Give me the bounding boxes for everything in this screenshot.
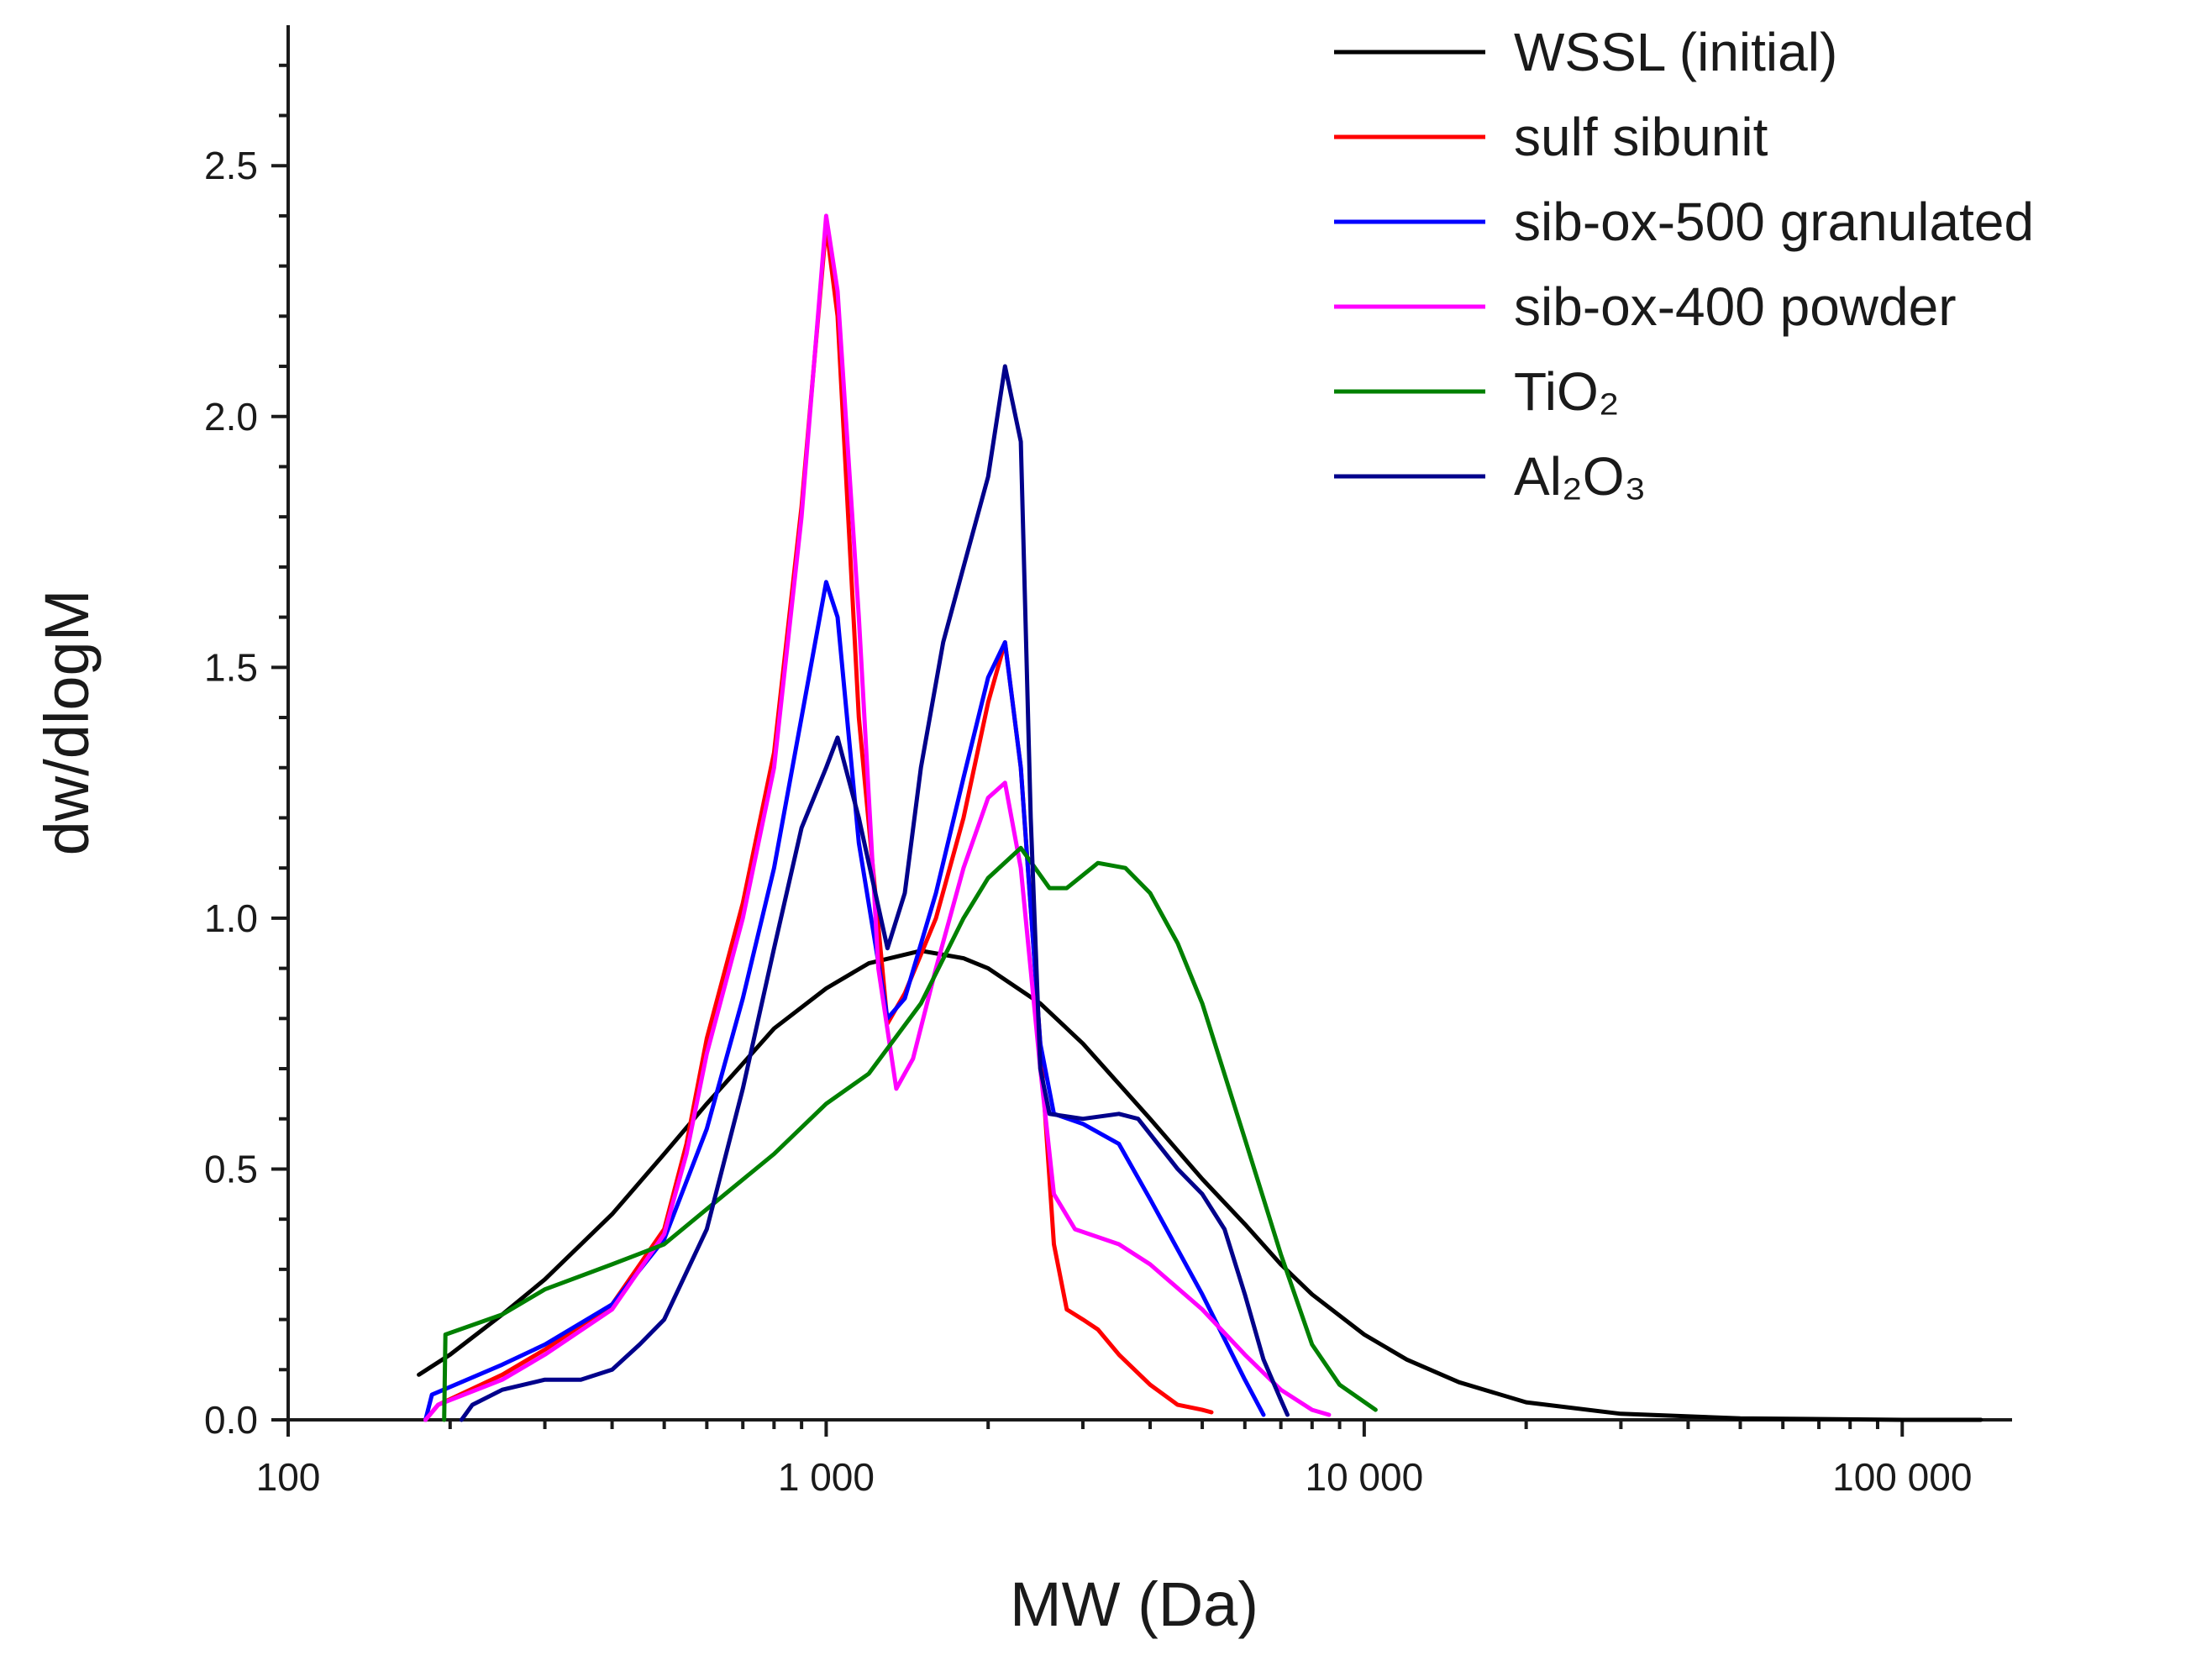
legend-label-2: sib-ox-500 granulated — [1514, 192, 2034, 252]
series-line-1 — [423, 223, 1214, 1422]
axes: 0.0 0.5 1.0 1.5 2.0 2.5 100 1 000 10 000 100 000 — [204, 25, 2012, 1499]
y-tick-label: 2.5 — [204, 144, 258, 187]
legend-label-3: sib-ox-400 powder — [1514, 276, 1957, 337]
legend-label-0: WSSL (initial) — [1514, 22, 1837, 82]
y-tick-label: 2.0 — [204, 395, 258, 439]
y-tick-label: 0.5 — [204, 1147, 258, 1190]
series-line-4 — [442, 845, 1378, 1422]
y-tick-label: 1.5 — [204, 645, 258, 689]
legend-label-4: TiO₂ — [1514, 361, 1620, 422]
legend: WSSL (initial) sulf sibunit sib-ox-500 gra… — [1334, 22, 2034, 507]
series-line-5 — [459, 364, 1290, 1422]
x-tick-label: 100 000 — [1832, 1455, 1972, 1499]
legend-label-1: sulf sibunit — [1514, 107, 1768, 167]
x-tick-label: 100 — [256, 1455, 321, 1499]
y-axis-title: dw/dlogM — [32, 590, 102, 856]
x-tick-label: 1 000 — [778, 1455, 875, 1499]
x-axis-title: MW (Da) — [1010, 1569, 1258, 1639]
y-tick-label: 1.0 — [204, 896, 258, 940]
y-tick-label: 0.0 — [204, 1398, 258, 1442]
series-line-0 — [417, 949, 1983, 1422]
legend-label-5: Al₂O₃ — [1514, 446, 1647, 507]
series-lines — [417, 213, 1983, 1422]
series-line-2 — [423, 580, 1266, 1422]
series-line-3 — [423, 213, 1332, 1422]
x-tick-label: 10 000 — [1305, 1455, 1423, 1499]
